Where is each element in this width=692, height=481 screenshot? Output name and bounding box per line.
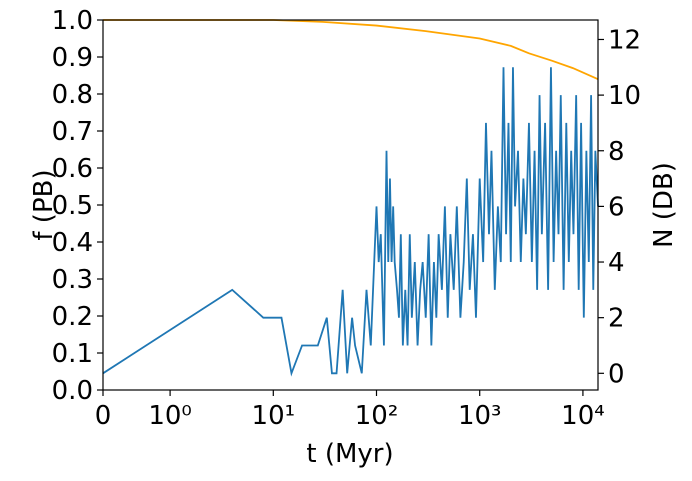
y-tick-label: 0.5	[52, 191, 93, 221]
y-tick-label: 0.1	[52, 339, 93, 369]
y-tick-label: 0.3	[52, 265, 93, 295]
y2-tick-label: 6	[608, 192, 625, 222]
data-line	[102, 67, 599, 377]
data-line	[103, 19, 599, 81]
y-tick-label: 0.4	[52, 228, 93, 258]
x-tick-label: 10³	[458, 401, 502, 431]
y-tick-label: 0.7	[52, 117, 93, 147]
y2-tick-label: 4	[608, 248, 625, 278]
y-tick-label: 1.0	[52, 6, 93, 36]
y2-tick-label: 8	[608, 137, 625, 167]
x-tick-label: 10²	[355, 401, 399, 431]
x-tick-label: 10¹	[252, 401, 296, 431]
x-axis-label: t (Myr)	[306, 439, 393, 469]
y2-tick-label: 2	[608, 304, 625, 334]
x-tick-label: 10⁴	[561, 401, 605, 431]
y-tick-label: 0.8	[52, 80, 93, 110]
y2-tick-label: 10	[608, 81, 641, 111]
x-tick-label: 0	[95, 401, 112, 431]
y-axis-label: f (PB)	[29, 169, 59, 240]
y-tick-label: 0.2	[52, 302, 93, 332]
y-tick-label: 0.6	[52, 154, 93, 184]
y2-axis-label: N (DB)	[649, 162, 679, 248]
y2-tick-label: 12	[608, 25, 641, 55]
x-tick-label: 10⁰	[148, 401, 192, 431]
y-tick-label: 0.9	[52, 43, 93, 73]
y-tick-label: 0.0	[52, 376, 93, 406]
y2-tick-label: 0	[608, 359, 625, 389]
